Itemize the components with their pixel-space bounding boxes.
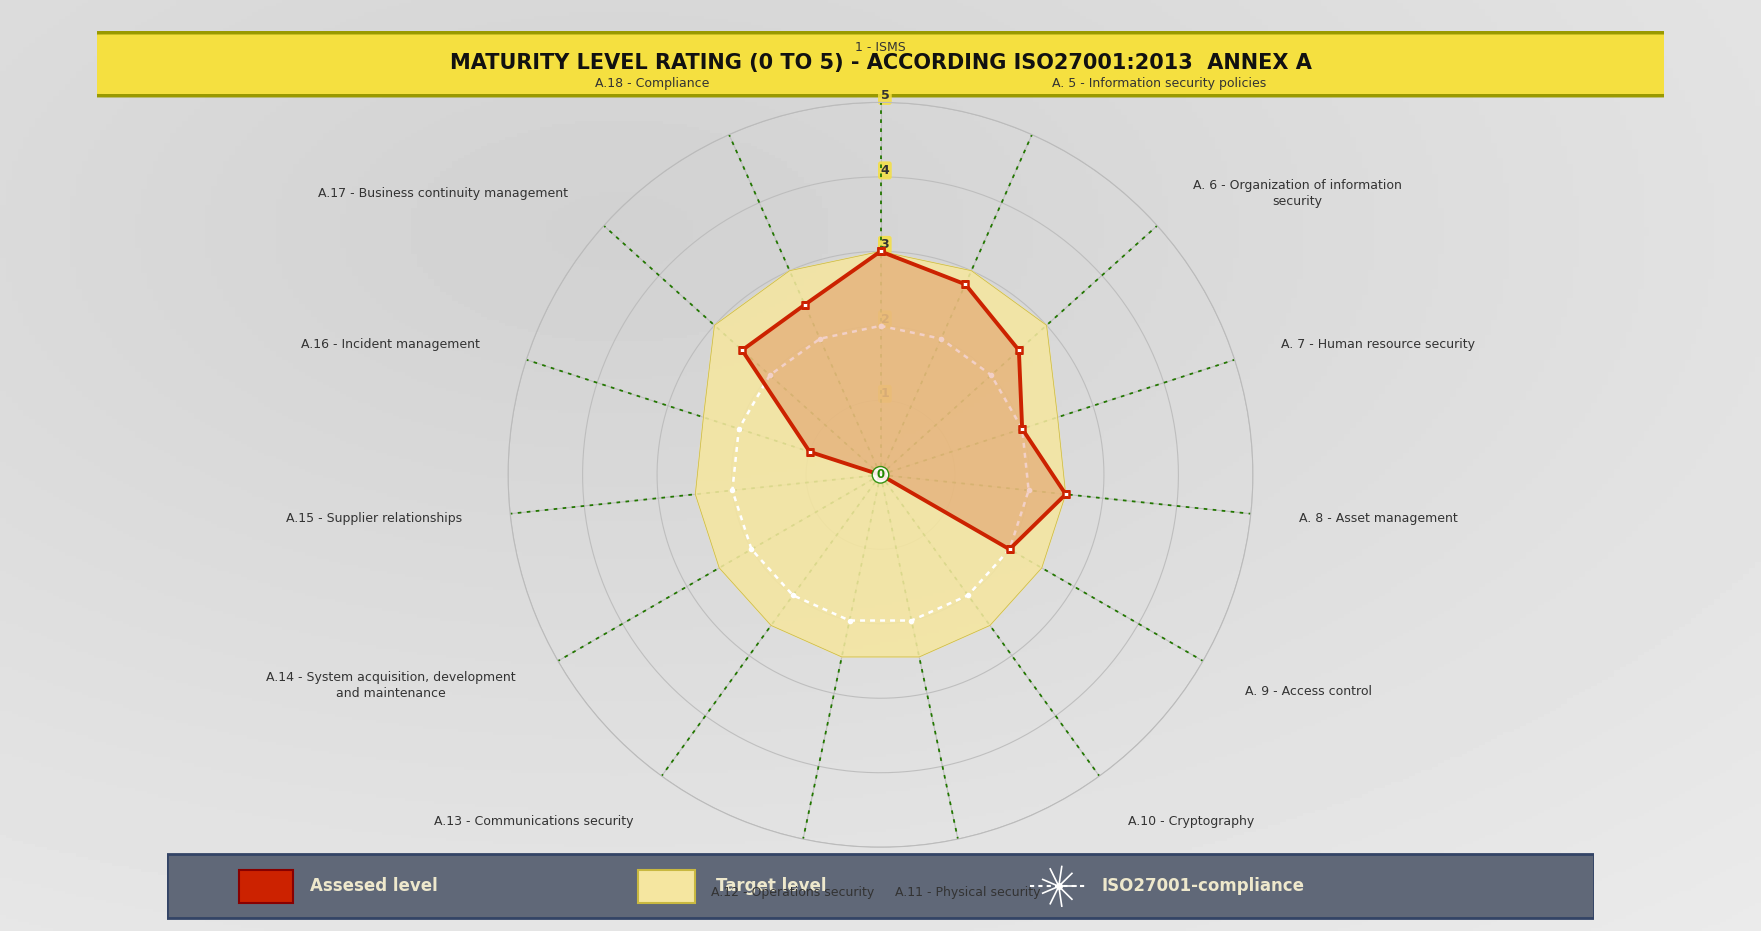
Text: MATURITY LEVEL RATING (0 TO 5) - ACCORDING ISO27001:2013  ANNEX A: MATURITY LEVEL RATING (0 TO 5) - ACCORDI… <box>449 53 1312 73</box>
Text: A.13 - Communications security: A.13 - Communications security <box>433 816 634 829</box>
Text: A.16 - Incident management: A.16 - Incident management <box>301 338 481 351</box>
Text: A. 6 - Organization of information
security: A. 6 - Organization of information secur… <box>1194 179 1402 208</box>
Text: A.10 - Cryptography: A.10 - Cryptography <box>1127 816 1254 829</box>
Polygon shape <box>696 251 1065 657</box>
FancyBboxPatch shape <box>167 854 1594 919</box>
Text: ISO27001-compliance: ISO27001-compliance <box>1102 877 1305 896</box>
Text: 1 - ISMS: 1 - ISMS <box>856 41 905 54</box>
Bar <box>637 870 696 903</box>
Text: A.18 - Compliance: A.18 - Compliance <box>595 77 710 90</box>
Text: A.11 - Physical security: A.11 - Physical security <box>895 886 1041 899</box>
Text: A.15 - Supplier relationships: A.15 - Supplier relationships <box>285 512 461 525</box>
Text: Target level: Target level <box>717 877 828 896</box>
FancyBboxPatch shape <box>74 33 1687 96</box>
Bar <box>239 870 292 903</box>
Text: Assesed level: Assesed level <box>310 877 438 896</box>
Text: A. 5 - Information security policies: A. 5 - Information security policies <box>1051 77 1266 90</box>
Text: A.12 - Operations security: A.12 - Operations security <box>711 886 875 899</box>
Text: A.14 - System acquisition, development
and maintenance: A.14 - System acquisition, development a… <box>266 670 516 700</box>
Polygon shape <box>741 251 1065 549</box>
Text: A. 8 - Asset management: A. 8 - Asset management <box>1300 512 1458 525</box>
Text: 0: 0 <box>877 468 884 481</box>
Text: A.17 - Business continuity management: A.17 - Business continuity management <box>317 187 567 200</box>
Text: A. 7 - Human resource security: A. 7 - Human resource security <box>1280 338 1474 351</box>
Text: A. 9 - Access control: A. 9 - Access control <box>1245 685 1372 698</box>
